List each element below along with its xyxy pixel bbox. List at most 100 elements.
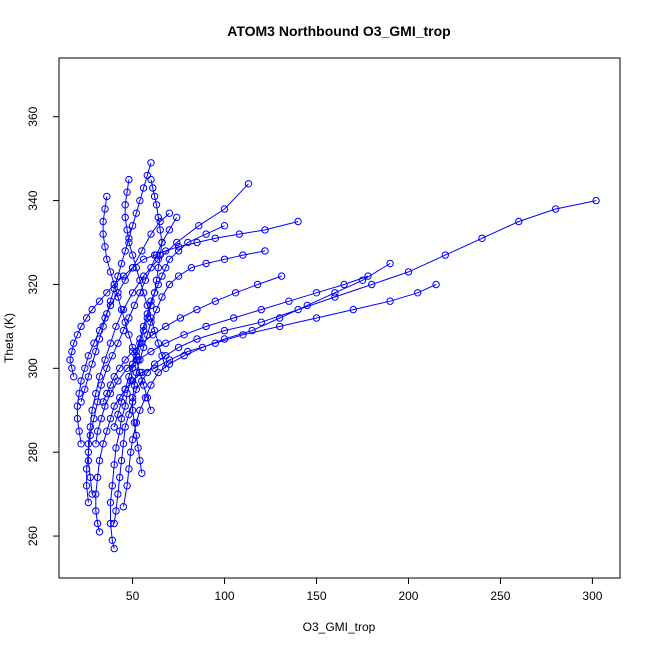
- data-point: [132, 264, 141, 272]
- data-point: [81, 385, 89, 393]
- data-point: [340, 280, 348, 289]
- data-point: [368, 280, 376, 289]
- data-point: [211, 297, 220, 305]
- data-point: [158, 272, 166, 280]
- data-point: [257, 305, 265, 314]
- data-point: [114, 272, 122, 280]
- data-point: [154, 213, 163, 222]
- data-point: [128, 343, 137, 352]
- data-point: [150, 289, 159, 297]
- data-point: [114, 293, 122, 301]
- data-point: [147, 175, 155, 184]
- y-axis: 260 280 300 320 340 360: [26, 106, 59, 546]
- data-point: [82, 465, 91, 473]
- data-point: [162, 364, 170, 372]
- data-point: [110, 284, 118, 293]
- data-point: [165, 360, 174, 368]
- data-point: [77, 440, 85, 448]
- data-point: [90, 414, 98, 423]
- data-point: [147, 297, 155, 305]
- data-point: [128, 394, 137, 402]
- data-point: [103, 289, 111, 297]
- data-point: [277, 272, 286, 280]
- data-point: [97, 381, 106, 389]
- data-point: [211, 234, 220, 243]
- data-point: [132, 419, 141, 427]
- data-point: [162, 339, 170, 347]
- data-point: [103, 364, 111, 372]
- data-point: [152, 251, 161, 259]
- data-point: [121, 276, 129, 284]
- data-point: [220, 222, 229, 230]
- data-point: [88, 305, 96, 314]
- data-point: [143, 368, 152, 377]
- data-point: [187, 264, 196, 272]
- data-point: [128, 289, 137, 297]
- data-point: [130, 301, 139, 310]
- data-point: [99, 217, 107, 226]
- data-point: [261, 247, 269, 255]
- data-point: [139, 184, 148, 192]
- data-point: [202, 322, 210, 331]
- data-point: [110, 519, 118, 528]
- data-point: [110, 423, 118, 431]
- data-point: [138, 368, 146, 377]
- data-point: [132, 368, 141, 377]
- data-point: [414, 289, 422, 297]
- series-line-14: [80, 162, 152, 403]
- data-point: [193, 238, 201, 247]
- plot-frame: [58, 57, 621, 579]
- data-point: [303, 301, 311, 310]
- data-point: [515, 217, 523, 226]
- data-point: [139, 322, 148, 331]
- data-point: [125, 234, 133, 243]
- data-point: [99, 322, 107, 331]
- data-point: [152, 201, 161, 209]
- data-point: [128, 377, 137, 385]
- data-point: [99, 230, 107, 238]
- data-point: [73, 414, 82, 423]
- data-point: [235, 230, 244, 238]
- data-point: [123, 364, 131, 372]
- data-point: [138, 247, 146, 255]
- data-point: [106, 339, 115, 347]
- x-axis-label: O3_GMI_trop: [303, 620, 376, 634]
- data-point: [125, 175, 133, 184]
- data-point: [141, 394, 150, 402]
- data-point: [125, 373, 133, 381]
- data-point: [165, 209, 174, 217]
- data-point: [138, 339, 146, 347]
- data-point: [77, 398, 85, 406]
- data-point: [136, 406, 144, 414]
- data-point: [95, 335, 104, 343]
- data-point: [101, 243, 109, 251]
- data-point: [147, 159, 155, 167]
- data-point: [432, 280, 440, 289]
- plot-area: [66, 159, 600, 553]
- data-point: [125, 465, 133, 473]
- data-point: [139, 381, 148, 389]
- data-point: [110, 373, 118, 381]
- data-point: [121, 423, 129, 431]
- data-point: [119, 305, 128, 314]
- data-point: [75, 389, 83, 398]
- data-point: [202, 230, 210, 238]
- data-point: [119, 503, 128, 511]
- data-point: [110, 544, 118, 553]
- data-point: [128, 435, 137, 444]
- data-point: [244, 180, 253, 188]
- data-point: [121, 213, 129, 222]
- data-point: [106, 297, 115, 305]
- data-point: [147, 347, 155, 356]
- data-point: [88, 490, 96, 498]
- data-point: [117, 398, 126, 406]
- data-point: [147, 318, 155, 326]
- x-tick-label: 100: [215, 589, 235, 603]
- data-point: [121, 385, 129, 393]
- data-point: [143, 394, 152, 402]
- data-point: [114, 410, 122, 419]
- data-point: [441, 251, 449, 259]
- data-point: [162, 322, 170, 331]
- series-line-13: [113, 225, 225, 428]
